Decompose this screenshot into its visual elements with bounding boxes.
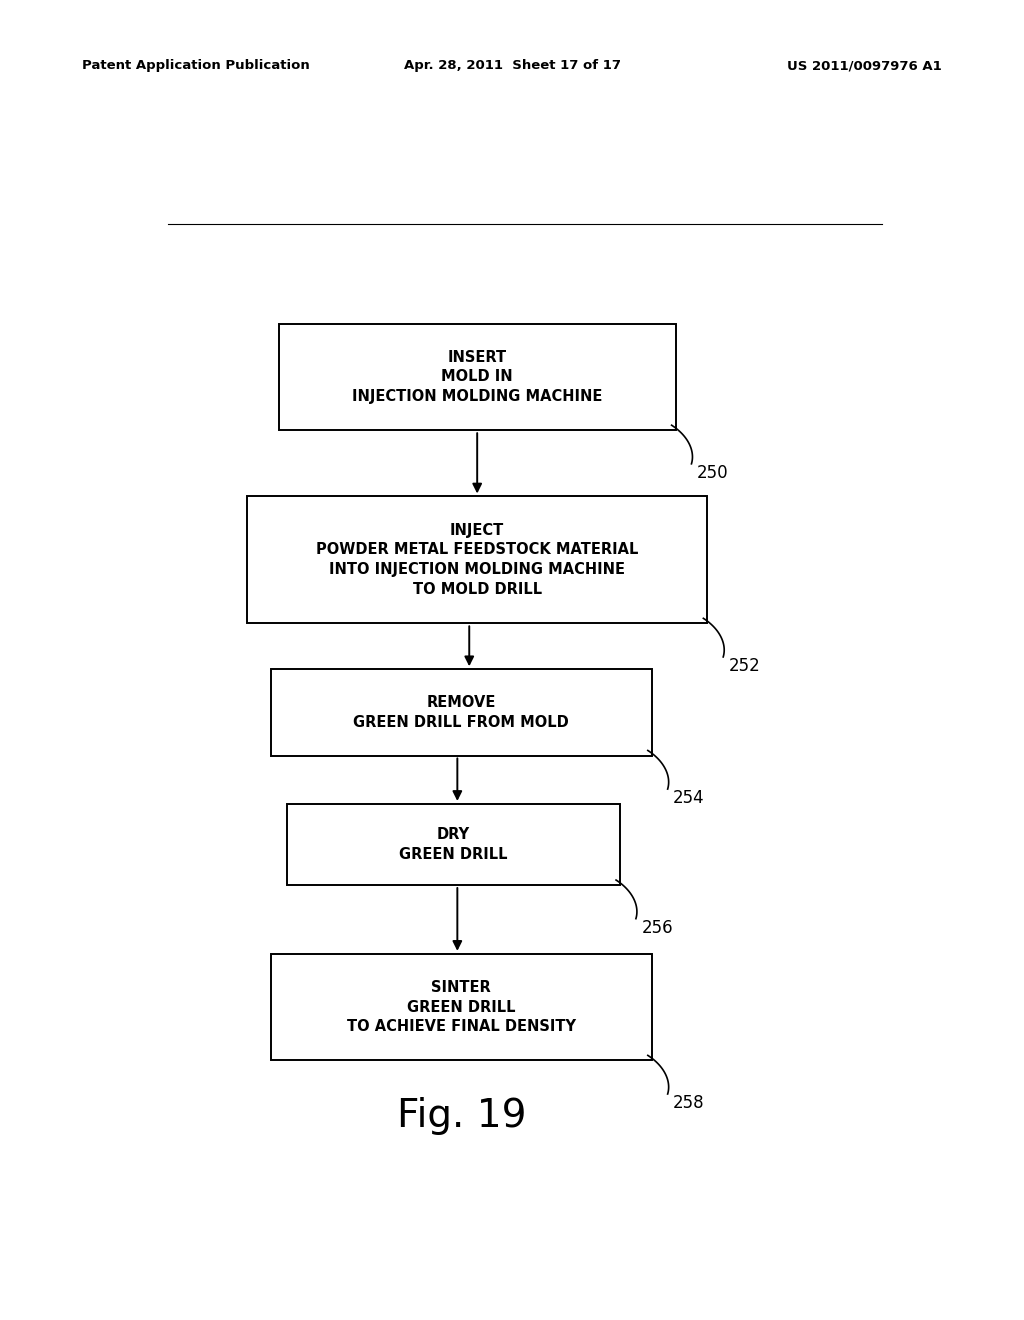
FancyBboxPatch shape — [279, 323, 676, 430]
FancyBboxPatch shape — [270, 954, 651, 1060]
FancyBboxPatch shape — [247, 496, 708, 623]
Text: Apr. 28, 2011  Sheet 17 of 17: Apr. 28, 2011 Sheet 17 of 17 — [403, 59, 621, 73]
FancyBboxPatch shape — [270, 669, 651, 755]
Text: Patent Application Publication: Patent Application Publication — [82, 59, 309, 73]
Text: DRY
GREEN DRILL: DRY GREEN DRILL — [399, 828, 508, 862]
Text: Fig. 19: Fig. 19 — [396, 1097, 526, 1135]
Text: 252: 252 — [729, 657, 761, 675]
Text: 250: 250 — [697, 463, 729, 482]
Text: INSERT
MOLD IN
INJECTION MOLDING MACHINE: INSERT MOLD IN INJECTION MOLDING MACHINE — [352, 350, 602, 404]
FancyBboxPatch shape — [287, 804, 620, 886]
Text: US 2011/0097976 A1: US 2011/0097976 A1 — [787, 59, 942, 73]
Text: REMOVE
GREEN DRILL FROM MOLD: REMOVE GREEN DRILL FROM MOLD — [353, 694, 569, 730]
Text: SINTER
GREEN DRILL
TO ACHIEVE FINAL DENSITY: SINTER GREEN DRILL TO ACHIEVE FINAL DENS… — [347, 979, 575, 1035]
Text: 256: 256 — [641, 919, 673, 937]
Text: 254: 254 — [673, 789, 705, 807]
Text: INJECT
POWDER METAL FEEDSTOCK MATERIAL
INTO INJECTION MOLDING MACHINE
TO MOLD DR: INJECT POWDER METAL FEEDSTOCK MATERIAL I… — [316, 523, 638, 597]
Text: 258: 258 — [673, 1094, 705, 1111]
